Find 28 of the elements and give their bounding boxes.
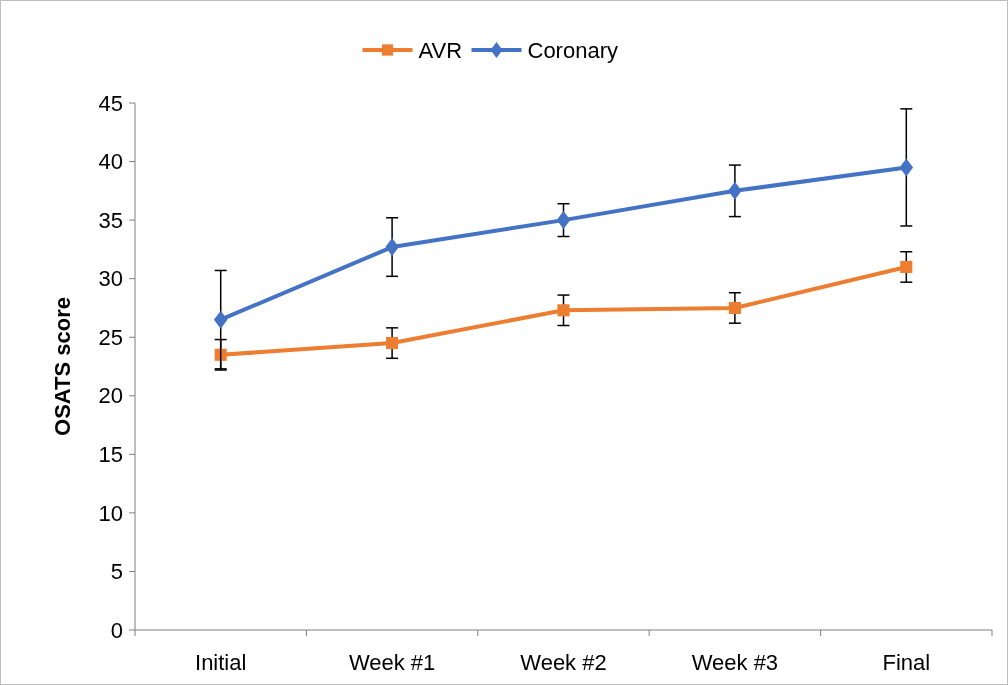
y-tick-label: 10 — [98, 500, 123, 526]
y-tick-label: 45 — [98, 90, 123, 116]
x-tick-label: Week #1 — [348, 650, 436, 675]
legend-label: Coronary — [527, 37, 618, 63]
y-tick-label: 20 — [98, 383, 123, 409]
y-axis-title: OSATS score — [50, 297, 75, 436]
point — [557, 304, 570, 317]
point — [385, 238, 399, 257]
x-tick-label: Initial — [195, 650, 247, 675]
point — [899, 158, 914, 177]
point — [556, 211, 571, 230]
y-tick-label: 15 — [98, 442, 123, 468]
x-tick-label: Final — [882, 650, 931, 675]
y-tick-label: 30 — [98, 266, 123, 292]
y-tick-label: 40 — [98, 149, 123, 175]
y-tick-label: 35 — [98, 207, 123, 233]
y-tick-label: 5 — [110, 559, 123, 585]
point — [728, 301, 741, 314]
point — [900, 260, 913, 273]
point — [386, 337, 399, 350]
x-tick-label: Week #3 — [691, 650, 779, 675]
y-tick-label: 25 — [98, 324, 123, 350]
x-tick-label: Week #2 — [520, 650, 607, 675]
point — [213, 310, 228, 329]
point — [214, 348, 227, 361]
legend-label: AVR — [418, 37, 463, 63]
y-tick-label: 0 — [110, 617, 123, 643]
point — [728, 181, 742, 200]
